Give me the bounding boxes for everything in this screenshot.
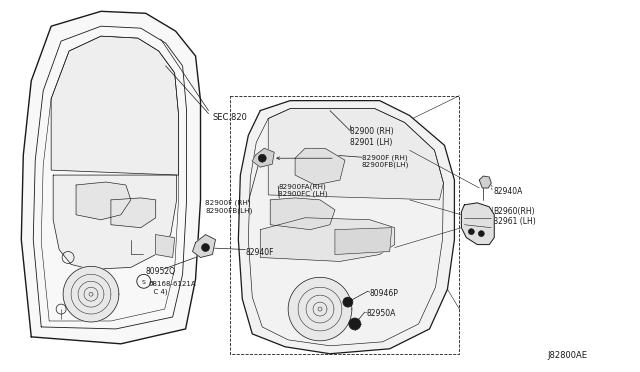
Text: 82900F (RH)
82900FB(LH): 82900F (RH) 82900FB(LH) — [205, 200, 253, 214]
Polygon shape — [21, 11, 200, 344]
Text: 82940F: 82940F — [245, 247, 274, 257]
Circle shape — [202, 244, 209, 251]
Circle shape — [349, 318, 361, 330]
Text: J82800AE: J82800AE — [547, 351, 587, 360]
Polygon shape — [335, 228, 392, 254]
Polygon shape — [63, 266, 119, 322]
Text: 80946P: 80946P — [370, 289, 399, 298]
Polygon shape — [238, 101, 454, 354]
Polygon shape — [260, 218, 395, 262]
Text: 82950A: 82950A — [367, 309, 396, 318]
Polygon shape — [479, 176, 492, 188]
Polygon shape — [268, 109, 444, 200]
Polygon shape — [76, 182, 131, 220]
Polygon shape — [53, 175, 177, 269]
Text: 82940A: 82940A — [493, 187, 523, 196]
Polygon shape — [193, 235, 216, 257]
Polygon shape — [270, 198, 335, 230]
Polygon shape — [461, 203, 494, 244]
Text: B2960(RH)
B2961 (LH): B2960(RH) B2961 (LH) — [493, 207, 536, 226]
Polygon shape — [295, 148, 345, 185]
Circle shape — [468, 229, 474, 235]
Text: 08168-6121A
  C 4): 08168-6121A C 4) — [148, 281, 196, 295]
Text: 82900F (RH)
82900FB(LH): 82900F (RH) 82900FB(LH) — [362, 154, 409, 168]
Polygon shape — [156, 235, 175, 257]
Polygon shape — [288, 277, 352, 341]
Text: 80952Q: 80952Q — [146, 267, 176, 276]
Circle shape — [478, 231, 484, 237]
Circle shape — [343, 297, 353, 307]
Text: 82900FA(RH)
82900FC (LH): 82900FA(RH) 82900FC (LH) — [278, 183, 328, 197]
Text: 82900 (RH)
82901 (LH): 82900 (RH) 82901 (LH) — [350, 128, 394, 147]
Polygon shape — [51, 36, 179, 175]
Text: SEC.820: SEC.820 — [212, 113, 247, 122]
Text: S: S — [151, 281, 154, 286]
Text: S: S — [142, 280, 146, 285]
Polygon shape — [252, 148, 274, 167]
Polygon shape — [111, 198, 156, 228]
Circle shape — [259, 154, 266, 162]
